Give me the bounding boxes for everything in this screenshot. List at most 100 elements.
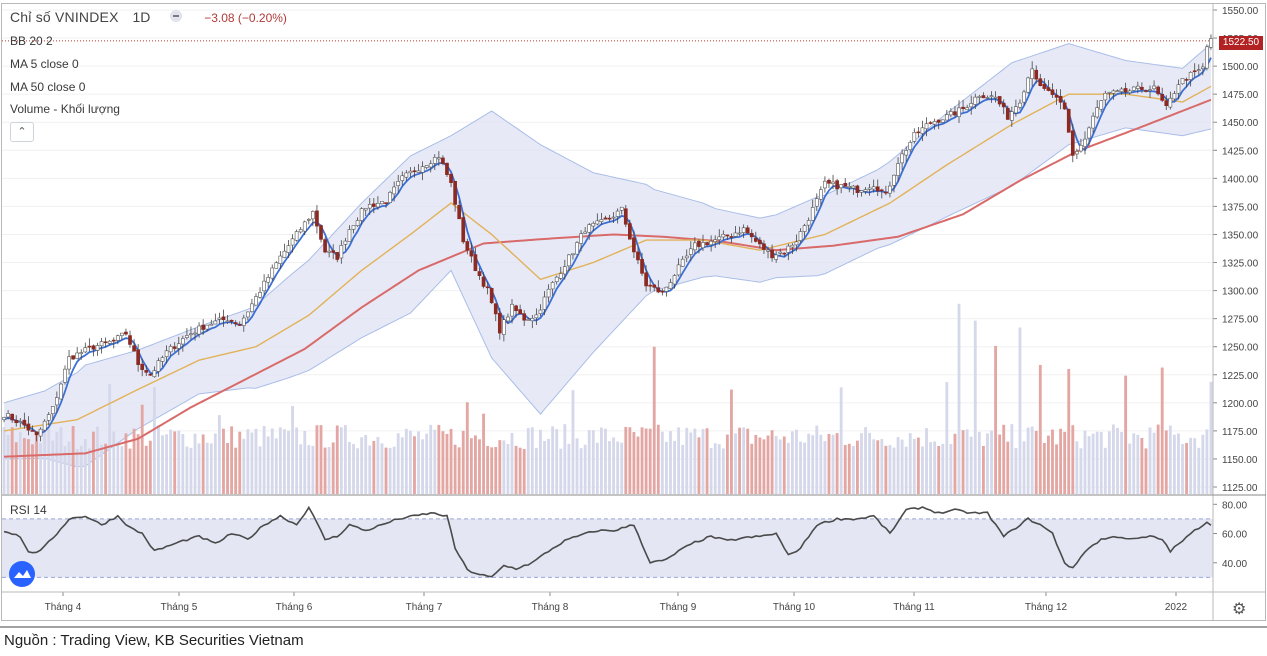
ma5-path	[3, 57, 1212, 435]
minus-icon[interactable]	[170, 10, 183, 23]
candle-body	[400, 175, 405, 181]
volume-bar	[648, 428, 652, 494]
volume-bar	[226, 443, 229, 494]
volume-bar	[799, 441, 802, 494]
chevron-up-icon[interactable]: ⌃	[10, 122, 34, 142]
volume-bar	[1026, 427, 1030, 494]
rsi-tick-label: 80.00	[1222, 500, 1247, 511]
volume-bar	[1185, 442, 1189, 494]
volume-bar	[539, 429, 542, 494]
volume-bar	[612, 437, 616, 494]
volume-bar	[941, 443, 945, 494]
candle-body	[875, 186, 880, 192]
volume-bar	[315, 425, 319, 494]
candle-body	[160, 357, 165, 362]
volume-bar	[543, 441, 546, 494]
candle-body	[457, 204, 462, 220]
candles	[2, 34, 1213, 442]
volume-bar	[486, 445, 490, 494]
candle-body	[729, 236, 734, 238]
candle-body	[583, 231, 587, 234]
volume-bar	[453, 444, 457, 494]
symbol-name[interactable]: Chỉ số VNINDEX	[10, 9, 119, 25]
candle-body	[1070, 130, 1075, 156]
gear-icon[interactable]: ⚙	[1232, 601, 1247, 618]
volume-bar	[547, 438, 550, 494]
price-tick-label: 1350.00	[1222, 230, 1259, 241]
candle-body	[1180, 78, 1185, 85]
legend-volume[interactable]: Volume - Khối lượng	[10, 102, 120, 116]
candle-body	[79, 352, 84, 354]
candle-body	[1111, 90, 1116, 94]
candle-body	[1075, 151, 1079, 155]
candle-body	[932, 121, 937, 125]
candle-body	[721, 233, 726, 238]
volume-bar	[144, 445, 148, 494]
volume-bar	[1030, 426, 1034, 494]
price-change: −3.08 (−0.20%)	[204, 11, 287, 25]
candle-body	[884, 191, 888, 194]
candle-body	[717, 236, 722, 241]
time-tick-label: Tháng 11	[893, 602, 935, 613]
volume-bar	[526, 428, 530, 494]
candle-body	[481, 276, 486, 287]
legend-ma50[interactable]: MA 50 close 0	[10, 80, 86, 94]
legend-rsi[interactable]: RSI 14	[10, 503, 47, 517]
candle-body	[246, 311, 250, 318]
volume-bar	[608, 441, 611, 494]
volume-bar	[217, 415, 221, 494]
volume-bar	[778, 439, 782, 494]
volume-bar	[888, 445, 892, 494]
volume-bar	[774, 436, 778, 494]
candle-body	[851, 185, 856, 189]
candle-body	[1062, 102, 1067, 110]
volume-bar	[319, 425, 323, 494]
rsi-tick-label: 60.00	[1222, 530, 1247, 541]
volume-bar	[177, 430, 181, 494]
candle-body	[1119, 88, 1124, 92]
price-tick-label: 1450.00	[1222, 118, 1259, 129]
candle-body	[957, 107, 961, 118]
candle-body	[83, 347, 88, 353]
price-tick-label: 1200.00	[1222, 399, 1259, 410]
candle-body	[912, 132, 917, 142]
volume-bar	[896, 437, 900, 494]
candle-body	[603, 217, 608, 220]
candle-body	[237, 324, 242, 326]
volume-bar	[1087, 436, 1091, 494]
candle-body	[26, 423, 31, 431]
volume-bar	[973, 320, 977, 494]
volume-bar	[709, 447, 713, 494]
volume-bar	[295, 427, 299, 494]
time-tick-label: Tháng 7	[406, 602, 443, 613]
candle-body	[571, 253, 575, 256]
volume-bar	[100, 444, 103, 494]
outer-border	[1, 3, 1266, 621]
volume-bar	[331, 442, 335, 494]
candle-body	[806, 220, 811, 226]
volume-bar	[1197, 447, 1201, 494]
candle-body	[152, 370, 157, 378]
time-tick-label: Tháng 5	[161, 602, 198, 613]
price-tick-label: 1550.00	[1222, 6, 1259, 17]
candle-body	[607, 217, 612, 220]
volume-bar	[1067, 368, 1071, 494]
volume-bar	[2, 427, 6, 494]
candle-body	[445, 162, 449, 175]
legend-ma5[interactable]: MA 5 close 0	[10, 57, 79, 71]
candle-body	[896, 163, 900, 176]
volume-bar	[404, 428, 408, 494]
timeframe[interactable]: 1D	[132, 9, 151, 25]
volume-bar	[929, 442, 932, 494]
candle-body	[636, 251, 640, 261]
volume-bar	[921, 446, 924, 494]
volume-bar	[384, 447, 388, 494]
legend-bb[interactable]: BB 20 2	[10, 34, 53, 48]
candle-body	[672, 275, 677, 285]
volume-bar	[18, 431, 22, 494]
candle-body	[839, 184, 844, 189]
candle-body	[477, 271, 482, 276]
volume-bar	[335, 425, 339, 494]
tradingview-logo-icon[interactable]	[9, 561, 35, 587]
